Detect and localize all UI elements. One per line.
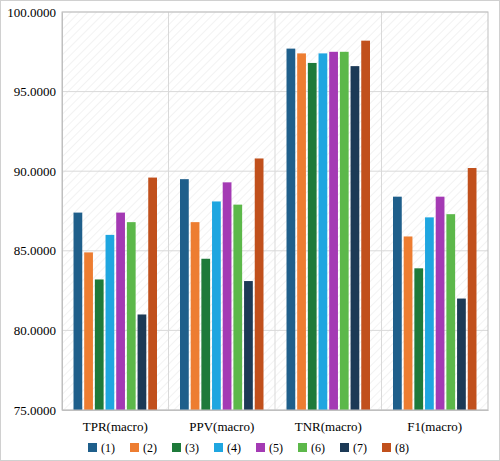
legend-item: (3): [172, 441, 199, 455]
legend-item: (7): [340, 441, 367, 455]
bar: [148, 178, 157, 410]
series: [116, 52, 444, 410]
legend-item: (8): [382, 441, 409, 455]
tick: PPV(macro): [189, 410, 254, 434]
bar: [329, 52, 338, 410]
legend: (1) (2) (3) (4) (5) (6) (7) (8): [88, 441, 409, 455]
bar: [138, 314, 147, 410]
bar: [287, 49, 296, 410]
bar: [127, 222, 136, 410]
legend-label: (2): [143, 441, 157, 455]
series: [106, 53, 434, 410]
series: [138, 66, 466, 410]
legend-label: (6): [311, 441, 325, 455]
bar: [106, 235, 115, 410]
tick-label: 85.0000: [14, 243, 56, 258]
axis-line: [62, 13, 63, 411]
tick: 85.0000: [14, 243, 62, 258]
legend-swatch: [256, 443, 265, 452]
bar: [404, 236, 413, 410]
legend-swatch: [214, 443, 223, 452]
tick-label: TPR(macro): [83, 419, 148, 434]
legend-label: (1): [101, 441, 115, 455]
legend-label: (4): [227, 441, 241, 455]
legend-item: (5): [256, 441, 283, 455]
bar: [95, 279, 104, 410]
bar: [244, 281, 253, 410]
bar: [74, 213, 83, 410]
bar: [468, 168, 477, 410]
bar: [393, 197, 402, 410]
bar: [351, 66, 360, 410]
bar: [255, 158, 264, 410]
bar: [212, 201, 221, 410]
x-axis: TPR(macro) PPV(macro) TNR(macro) F1(macro): [63, 410, 489, 434]
legend-swatch: [88, 443, 97, 452]
plot: 75.0000 80.0000 85.0000 90.0000 95.0000 100.0…: [7, 5, 488, 435]
legend-label: (7): [353, 441, 367, 455]
legend-label: (5): [269, 441, 283, 455]
bar: [84, 252, 93, 410]
tick-label: 80.0000: [14, 323, 56, 338]
series: [95, 63, 423, 410]
plot-frame: [62, 12, 488, 410]
legend-swatch: [298, 443, 307, 452]
chart-border: [1, 1, 500, 461]
legend-swatch: [172, 443, 181, 452]
plot-background: [62, 12, 488, 410]
bar: [223, 182, 232, 410]
tick-label: 90.0000: [14, 164, 56, 179]
legend-item: (1): [88, 441, 115, 455]
tick-label: 100.0000: [7, 5, 56, 20]
legend-swatch: [382, 443, 391, 452]
tick-label: TNR(macro): [295, 419, 362, 434]
bar: [116, 213, 125, 410]
legend-swatch: [340, 443, 349, 452]
bar: [446, 214, 455, 410]
bar: [180, 179, 189, 410]
tick: 80.0000: [14, 323, 62, 338]
bar: [436, 197, 445, 410]
legend-item: (2): [130, 441, 157, 455]
series: [148, 41, 476, 410]
separator-line: [381, 12, 382, 410]
tick: TNR(macro): [295, 410, 362, 434]
tick: 95.0000: [14, 84, 62, 99]
bars: [74, 41, 477, 410]
y-axis: 75.0000 80.0000 85.0000 90.0000 95.0000 100.0…: [7, 5, 62, 418]
tick-label: 75.0000: [14, 403, 56, 418]
tick: 90.0000: [14, 164, 62, 179]
tick-label: 95.0000: [14, 84, 56, 99]
tick: 75.0000: [14, 403, 62, 418]
bar: [425, 217, 434, 410]
bar: [297, 53, 306, 410]
bar: [191, 222, 200, 410]
bar: [201, 259, 210, 410]
bar: [319, 53, 328, 410]
series: [127, 52, 455, 410]
bar: [457, 299, 466, 410]
separator-line: [168, 12, 169, 410]
tick: 100.0000: [7, 5, 62, 20]
category-separators: [169, 12, 382, 410]
tick: TPR(macro): [83, 410, 148, 434]
bar: [308, 63, 317, 410]
bar: [340, 52, 349, 410]
legend-label: (3): [185, 441, 199, 455]
bar: [361, 41, 370, 410]
tick-label: PPV(macro): [189, 419, 254, 434]
bar: [414, 268, 423, 410]
axis-line: [63, 410, 489, 411]
legend-label: (8): [395, 441, 409, 455]
series: [74, 49, 402, 410]
y-grid: [62, 12, 488, 410]
separator-line: [275, 12, 276, 410]
legend-item: (4): [214, 441, 241, 455]
bar: [233, 205, 242, 410]
legend-swatch: [130, 443, 139, 452]
tick-label: F1(macro): [407, 419, 462, 434]
legend-item: (6): [298, 441, 325, 455]
tick: F1(macro): [407, 410, 462, 434]
chart: 75.0000 80.0000 85.0000 90.0000 95.0000 100.0…: [0, 0, 500, 461]
